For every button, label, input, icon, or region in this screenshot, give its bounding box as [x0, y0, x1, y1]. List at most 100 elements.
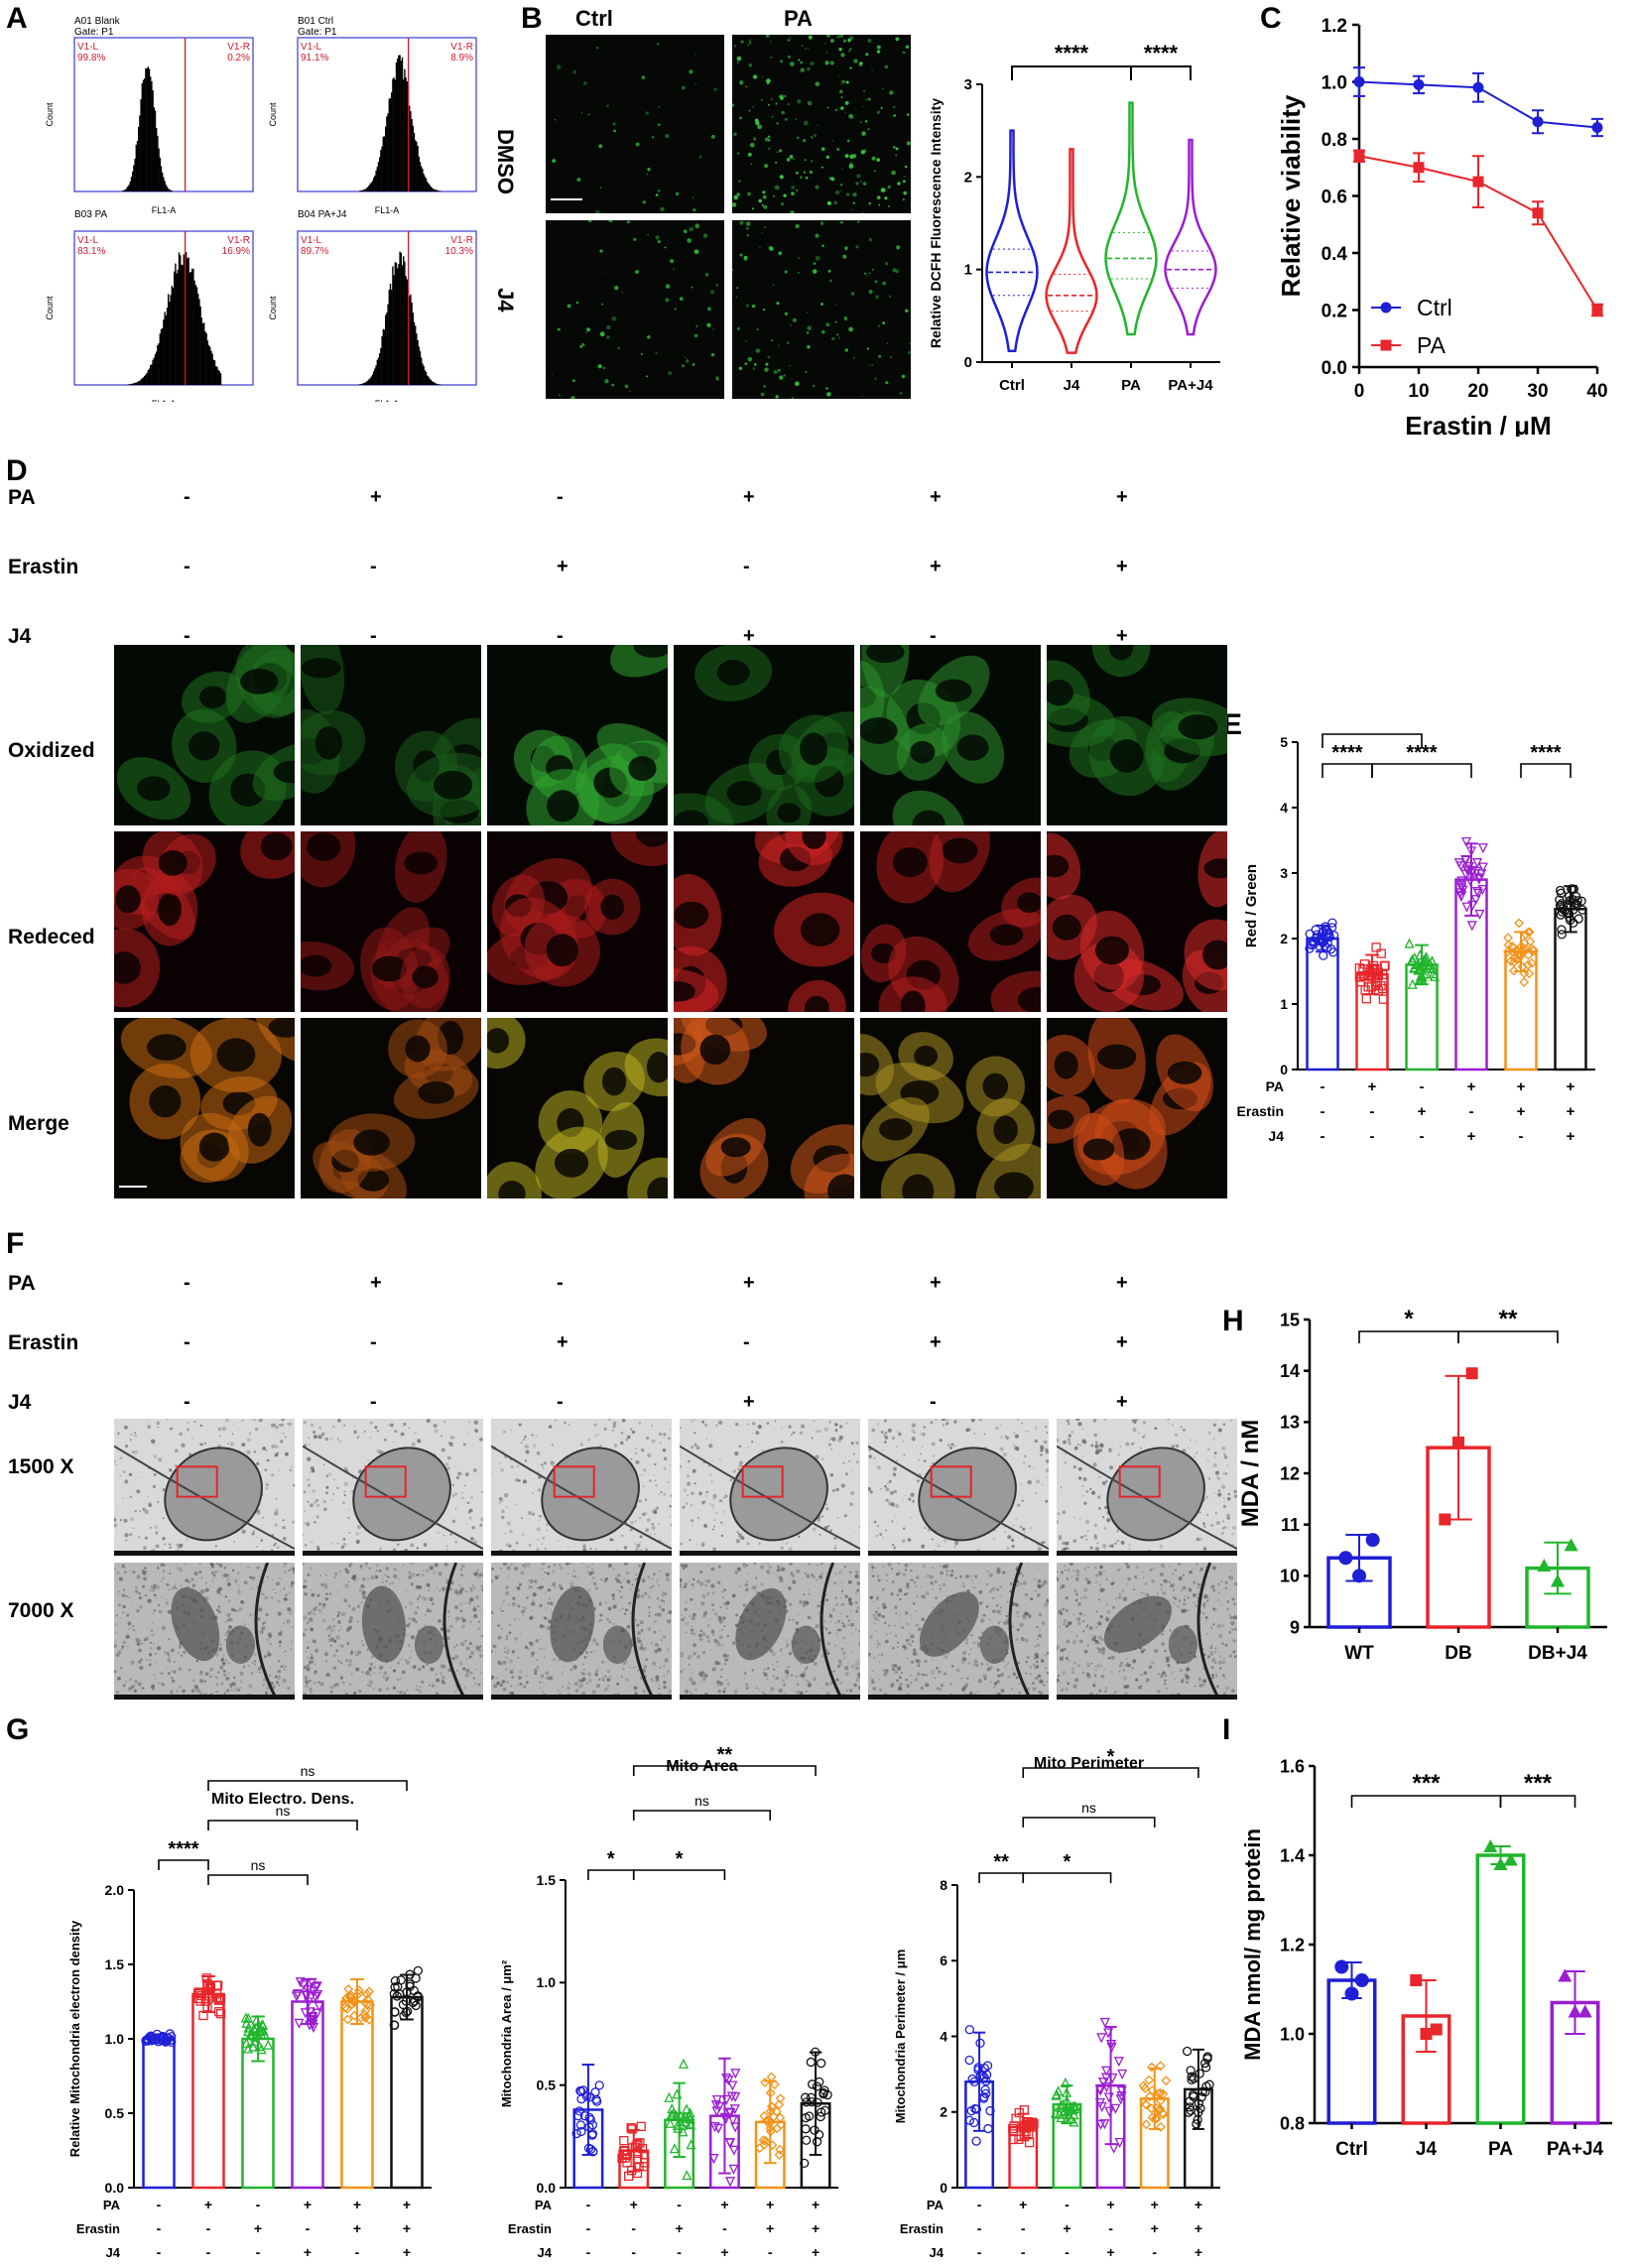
tem-texture — [1064, 1460, 1068, 1464]
tem-texture — [134, 1684, 136, 1687]
tem-texture — [124, 1479, 129, 1484]
tem-texture — [820, 1573, 823, 1575]
histogram-bin — [160, 328, 163, 385]
tem-texture — [451, 1483, 455, 1486]
tem-texture — [227, 1672, 230, 1675]
tem-texture — [390, 1666, 392, 1669]
tem-texture — [839, 1628, 842, 1632]
tem-texture — [642, 1576, 646, 1580]
histogram-bin — [150, 365, 152, 385]
tem-texture — [417, 1667, 422, 1672]
tem-texture — [837, 1665, 840, 1668]
tem-texture — [944, 1419, 949, 1422]
tem-texture — [802, 1603, 807, 1608]
tem-texture — [277, 1660, 280, 1663]
tem-texture — [502, 1660, 507, 1665]
speckle — [867, 97, 871, 101]
treatment-sign: + — [1517, 1103, 1526, 1120]
tem-texture — [121, 1593, 126, 1597]
speckle — [745, 340, 747, 342]
tem-texture — [224, 1595, 227, 1598]
data-point — [1569, 918, 1578, 928]
tem-texture — [423, 1570, 425, 1573]
treatment-sign: - — [1321, 1128, 1325, 1145]
tem-texture — [464, 1472, 469, 1477]
speckle — [806, 312, 809, 314]
tem-texture — [1217, 1492, 1222, 1497]
tem-texture — [1089, 1487, 1092, 1490]
cell-nucleus — [647, 1177, 668, 1198]
tem-texture — [868, 1527, 869, 1529]
tem-texture — [845, 1472, 848, 1475]
tem-texture — [316, 1681, 320, 1685]
tem-texture — [133, 1571, 136, 1575]
tem-texture — [261, 1626, 266, 1631]
tem-texture — [351, 1606, 356, 1611]
speckle — [764, 137, 770, 142]
tem-texture — [499, 1684, 504, 1688]
tem-texture — [583, 1656, 587, 1659]
tem-texture — [354, 1425, 356, 1427]
y-axis-label: Red / Green — [1243, 864, 1260, 947]
tem-texture — [543, 1625, 546, 1628]
tem-texture — [275, 1497, 278, 1500]
tem-texture — [523, 1438, 526, 1442]
speckle — [863, 149, 867, 153]
tem-texture — [527, 1564, 531, 1569]
membrane — [442, 1563, 467, 1700]
tem-texture — [151, 1629, 154, 1632]
tem-texture — [647, 1626, 652, 1632]
data-point — [1376, 981, 1386, 991]
treatment-sign: + — [557, 556, 568, 577]
tem-texture — [687, 1474, 690, 1478]
tem-texture — [357, 1578, 359, 1580]
tem-texture — [1109, 1465, 1113, 1470]
tem-texture — [269, 1667, 272, 1669]
histogram-bin — [434, 382, 436, 385]
tem-texture — [1101, 1480, 1106, 1486]
tem-texture — [303, 1421, 307, 1425]
tem-texture — [636, 1623, 640, 1627]
tem-texture — [1024, 1431, 1027, 1433]
tem-texture — [550, 1460, 555, 1465]
speckle — [798, 271, 800, 274]
tem-texture — [501, 1515, 505, 1520]
treatment-label: J4 — [8, 1391, 32, 1414]
tem-texture — [552, 1657, 557, 1662]
tem-texture — [1040, 1449, 1044, 1452]
histogram-bin — [397, 268, 399, 385]
tem-texture — [1190, 1440, 1192, 1442]
tem-texture — [150, 1647, 153, 1650]
tem-texture — [182, 1689, 186, 1694]
tem-texture — [1098, 1506, 1101, 1510]
tem-texture — [368, 1667, 373, 1672]
speckle — [787, 55, 791, 59]
tem-texture — [442, 1534, 445, 1537]
tem-texture — [709, 1649, 712, 1652]
tem-texture — [152, 1612, 155, 1615]
tem-texture — [662, 1599, 666, 1602]
histogram-bin — [370, 376, 372, 385]
tem-texture — [217, 1427, 220, 1431]
tem-texture — [923, 1426, 927, 1429]
histogram-bin — [406, 279, 408, 385]
tem-texture — [187, 1428, 189, 1432]
speckle — [798, 59, 801, 62]
histogram-bin — [428, 376, 430, 385]
tem-texture — [254, 1659, 257, 1663]
tem-texture — [374, 1575, 379, 1579]
tem-texture — [396, 1678, 400, 1682]
tem-texture — [397, 1570, 400, 1573]
tem-texture — [426, 1569, 430, 1573]
histogram-bin — [171, 286, 173, 385]
tem-texture — [263, 1621, 267, 1625]
histogram-bin — [423, 174, 425, 191]
tem-texture — [523, 1564, 528, 1569]
tem-texture — [567, 1546, 569, 1549]
tem-texture — [225, 1574, 230, 1578]
tem-texture — [169, 1660, 172, 1663]
tem-texture — [280, 1665, 284, 1669]
tem-texture — [1203, 1525, 1206, 1528]
speckle — [710, 352, 715, 357]
tem-texture — [329, 1438, 332, 1441]
